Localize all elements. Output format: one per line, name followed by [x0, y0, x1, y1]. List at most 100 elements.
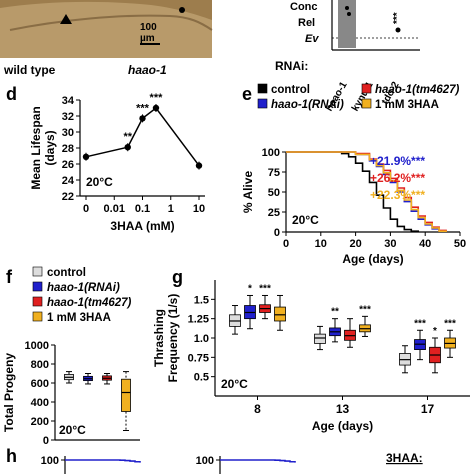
d-y-tick-label: 34 — [62, 95, 75, 107]
d-x-tick-label: 0.01 — [104, 203, 125, 215]
e-stat-label: +21.9%*** — [370, 154, 425, 168]
g-sig-label: * — [433, 326, 437, 337]
e-x-tick-label: 50 — [454, 238, 466, 250]
g-sig-label: *** — [359, 304, 371, 315]
d-y-tick-label: 26 — [62, 159, 74, 171]
e-legend-swatch — [361, 98, 372, 109]
e-y-tick-label: 0 — [274, 227, 280, 239]
h-y-tick-label: 100 — [41, 455, 59, 467]
h-survival-curve — [220, 459, 296, 463]
point — [345, 6, 349, 10]
e-stat-label: +26.2%*** — [370, 171, 425, 185]
g-sig-label: *** — [259, 283, 271, 294]
g-x-axis-label: Age (days) — [312, 419, 373, 433]
g-y-tick-label: 1.25 — [188, 314, 209, 326]
ylabel-fragment-1: Conc — [290, 1, 318, 13]
e-x-axis-label: Age (days) — [342, 252, 403, 266]
f-y-tick-label: 600 — [31, 378, 49, 390]
g-y-tick-label: 1.0 — [194, 333, 209, 345]
panel-letter-e: e — [242, 84, 252, 104]
panel-g-chart: 0.5 0.75 1.0 1.25 1.5 ThrashingFrequency (1/s… — [152, 280, 470, 433]
g-y-tick-label: 1.5 — [194, 294, 209, 306]
h-y-tick-label: 100 — [196, 455, 214, 467]
e-y-tick-label: 75 — [268, 167, 280, 179]
f-y-axis-label: Total Progeny — [2, 353, 16, 432]
d-x-tick-label: 0.1 — [135, 203, 150, 215]
worm-outline — [9, 14, 213, 31]
g-box — [274, 306, 286, 322]
e-legend-swatch — [257, 83, 268, 94]
e-annotation: 20°C — [292, 213, 319, 227]
e-y-tick-label: 100 — [262, 147, 280, 159]
d-x-tick-label: 10 — [193, 203, 205, 215]
g-annotation: 20°C — [221, 377, 248, 391]
point — [395, 27, 401, 33]
g-y-axis-label: ThrashingFrequency (1/s) — [152, 294, 180, 383]
d-y-tick-label: 30 — [62, 127, 74, 139]
ylabel-fragment-2: Rel — [298, 17, 315, 29]
f-y-tick-label: 200 — [31, 416, 49, 428]
panel-letter-d: d — [6, 84, 17, 104]
g-y-axis-label-line: Thrashing — [152, 309, 166, 367]
f-legend-swatch — [32, 266, 43, 277]
h-legend-title: 3HAA: — [386, 451, 423, 465]
f-legend-swatch — [32, 311, 43, 322]
g-sig-label: ** — [331, 307, 339, 318]
micrograph-background — [0, 0, 212, 58]
panel-letter-g: g — [172, 267, 183, 287]
panel-d-chart: 22 24 26 28 30 32 34 0 0.01 0.1 1 10 3HAA (mM) Mean L… — [29, 92, 205, 233]
sig-label: *** — [392, 12, 403, 24]
e-legend-swatch — [361, 83, 372, 94]
e-x-tick-label: 0 — [283, 238, 289, 250]
arrowhead-icon — [60, 14, 72, 24]
ylabel-fragment-3: Ev — [305, 33, 319, 45]
g-box — [314, 333, 326, 344]
d-x-tick-label: 0 — [83, 203, 89, 215]
f-legend-label: control — [47, 267, 86, 279]
scale-bar-label: 100 µm — [140, 22, 159, 44]
label-wild-type: wild type — [3, 63, 56, 77]
e-y-tick-label: 50 — [268, 187, 280, 199]
e-survival-curve — [286, 151, 420, 232]
scale-bar-unit: µm — [140, 33, 155, 44]
d-sig-label: ** — [123, 131, 132, 143]
label-haao-1: haao-1 — [128, 63, 167, 77]
f-y-tick-label: 400 — [31, 397, 49, 409]
worm-body-shape — [0, 0, 212, 20]
d-x-tick-label: 1 — [168, 203, 174, 215]
d-data-point — [195, 162, 203, 169]
g-sig-label: * — [248, 283, 252, 294]
partial-bar-chart: Conc Rel Ev *** RNAi: haao-1 kynu-1 tdo-… — [275, 0, 420, 113]
d-data-point — [139, 115, 146, 122]
d-y-tick-label: 22 — [62, 191, 74, 203]
e-x-tick-label: 40 — [419, 238, 431, 250]
e-y-tick-label: 25 — [268, 207, 280, 219]
bar-haao-1 — [338, 0, 356, 48]
f-legend-swatch — [32, 281, 43, 292]
d-annotation: 20°C — [86, 175, 113, 189]
scale-bar-value: 100 — [140, 22, 157, 33]
d-y-axis-label-line: Mean Lifespan — [29, 106, 43, 189]
f-annotation: 20°C — [59, 423, 86, 437]
g-y-axis-label-line: Frequency (1/s) — [166, 294, 180, 383]
h-survival-curve — [65, 459, 141, 463]
f-y-tick-label: 1000 — [25, 340, 49, 352]
e-legend-label: 1 mM 3HAA — [375, 99, 439, 111]
e-x-tick-label: 20 — [349, 238, 361, 250]
d-y-tick-label: 28 — [62, 143, 74, 155]
d-data-point — [82, 153, 90, 160]
g-sig-label: *** — [444, 318, 456, 329]
f-legend-label: 1 mM 3HAA — [47, 312, 111, 324]
d-data-point — [124, 144, 131, 151]
f-y-tick-label: 0 — [43, 435, 49, 447]
panel-letter-h: h — [6, 446, 17, 466]
g-x-tick-label: 13 — [336, 402, 350, 416]
panel-letter-f: f — [6, 267, 13, 287]
panel-h-chart: 100 100 3HAA: — [41, 451, 423, 474]
f-legend-label: haao-1(RNAi) — [47, 282, 120, 294]
d-sig-label: *** — [136, 102, 150, 114]
e-legend-label: haao-1(tm4627) — [375, 84, 460, 96]
rnai-label: RNAi: — [275, 59, 308, 73]
d-y-tick-label: 32 — [62, 111, 74, 123]
